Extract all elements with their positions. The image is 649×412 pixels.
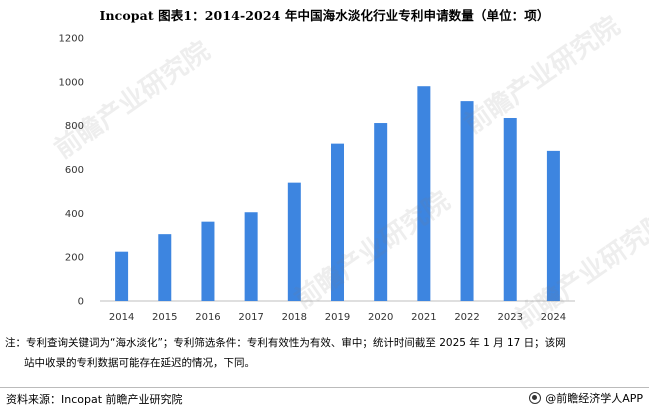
x-tick-label: 2023 bbox=[498, 312, 523, 323]
y-tick-label: 800 bbox=[65, 121, 84, 132]
bar-2022 bbox=[460, 101, 474, 302]
brand-logo-icon bbox=[529, 392, 542, 404]
y-tick-label: 400 bbox=[65, 209, 84, 220]
y-tick-label: 200 bbox=[65, 253, 84, 264]
bars bbox=[115, 86, 560, 302]
y-axis-ticks: 0 200 400 600 800 1000 1200 bbox=[59, 34, 84, 308]
bar-2016 bbox=[201, 221, 215, 301]
bar-2015 bbox=[158, 234, 172, 301]
x-tick-label: 2018 bbox=[282, 312, 307, 323]
y-tick-label: 600 bbox=[65, 165, 84, 176]
x-tick-label: 2021 bbox=[411, 312, 436, 323]
footer-divider bbox=[0, 387, 649, 388]
x-tick-label: 2014 bbox=[109, 312, 134, 323]
bar-2014 bbox=[115, 251, 129, 301]
y-tick-label: 1200 bbox=[59, 34, 84, 45]
brand-label: @前瞻经济学人APP bbox=[545, 392, 643, 405]
footnote-line-2: 站中收录的专利数据可能存在延迟的情况，下同。 bbox=[24, 357, 255, 369]
x-tick-label: 2024 bbox=[541, 312, 566, 323]
chart-title: Incopat 图表1：2014-2024 年中国海水淡化行业专利申请数量（单位… bbox=[99, 8, 550, 23]
bar-2021 bbox=[417, 86, 431, 301]
bar-2023 bbox=[503, 117, 517, 301]
bar-2020 bbox=[374, 123, 388, 301]
brand-credit: @前瞻经济学人APP bbox=[529, 390, 643, 406]
bar-2019 bbox=[331, 143, 344, 301]
x-tick-label: 2022 bbox=[454, 312, 479, 323]
bar-2018 bbox=[287, 182, 301, 301]
y-tick-label: 0 bbox=[78, 297, 84, 308]
footnote-line-1: 注：专利查询关键词为“海水淡化”；专利筛选条件：专利有效性为有效、审中；统计时间… bbox=[5, 337, 566, 349]
source-text: 资料来源：Incopat 前瞻产业研究院 bbox=[6, 393, 183, 406]
x-tick-label: 2016 bbox=[195, 312, 220, 323]
y-tick-label: 1000 bbox=[59, 77, 84, 88]
x-tick-label: 2019 bbox=[325, 312, 350, 323]
x-axis-ticks: 2014 2015 2016 2017 2018 2019 2020 2021 2022 2023… bbox=[109, 312, 566, 323]
x-tick-label: 2015 bbox=[152, 312, 177, 323]
x-tick-label: 2020 bbox=[368, 312, 393, 323]
x-tick-label: 2017 bbox=[238, 312, 263, 323]
bar-2024 bbox=[546, 150, 560, 301]
bar-2017 bbox=[244, 212, 258, 301]
